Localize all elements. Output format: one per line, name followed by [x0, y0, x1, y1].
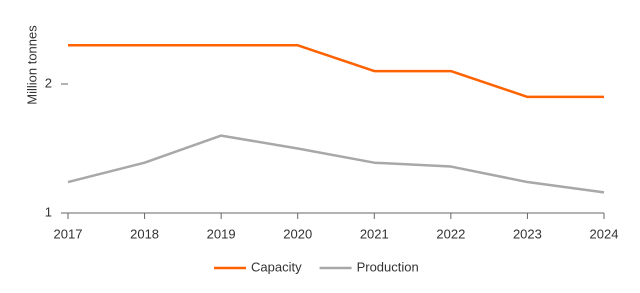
y-axis-label: Million tonnes: [24, 25, 39, 105]
line: [67, 134, 605, 194]
x-tick-label: 2020: [283, 226, 312, 241]
line: [68, 44, 604, 99]
y-tick-label: 2: [45, 75, 52, 90]
x-tick-label: 2024: [590, 226, 619, 241]
x-tick-label: 2018: [130, 226, 159, 241]
x-tick-label: 2023: [513, 226, 542, 241]
legend-label: Capacity: [251, 259, 302, 274]
x-tick-label: 2019: [207, 226, 236, 241]
x-tick-label: 2017: [54, 226, 83, 241]
x-tick-label: 2022: [436, 226, 465, 241]
legend-label: Production: [357, 259, 419, 274]
y-tick-label: 1: [45, 204, 52, 219]
x-tick-label: 2021: [360, 226, 389, 241]
